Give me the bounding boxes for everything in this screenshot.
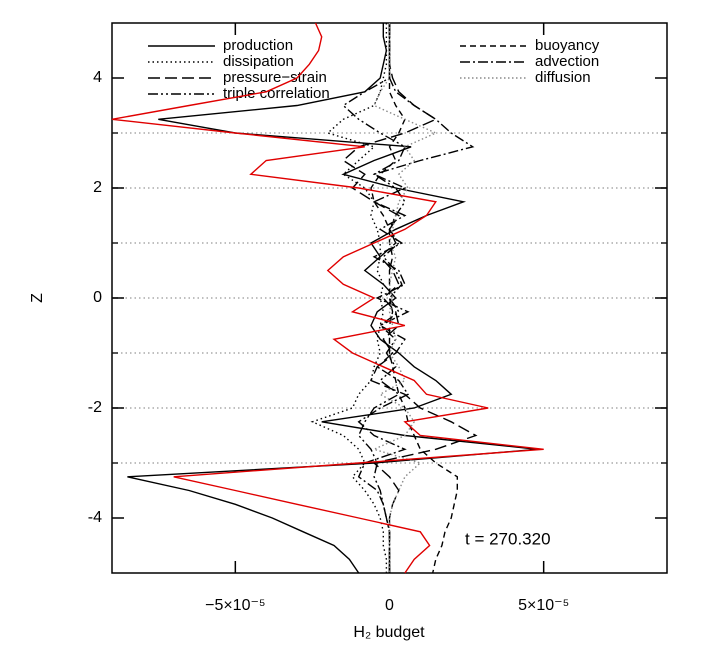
y-tick-label: -4 xyxy=(88,509,102,526)
y-tick-label: 0 xyxy=(93,289,102,306)
x-tick-label: 5×10⁻⁵ xyxy=(518,597,569,614)
y-tick-label: 4 xyxy=(93,69,102,86)
profile-line xyxy=(342,23,406,573)
legend-label: buoyancy xyxy=(535,37,600,54)
y-tick-label: -2 xyxy=(88,399,102,416)
legend-label: diffusion xyxy=(535,69,591,86)
legend-label: advection xyxy=(535,53,599,70)
profile-line xyxy=(372,23,438,573)
annotation: t = 270.320 xyxy=(465,529,551,548)
profile-line xyxy=(111,22,544,574)
profile-line xyxy=(310,23,388,573)
legend-label: pressure−strain xyxy=(223,69,327,86)
y-axis-label: Z xyxy=(29,293,46,303)
profile-line xyxy=(370,23,458,574)
x-axis-label: H₂ budget xyxy=(353,624,425,641)
x-tick-label: 0 xyxy=(385,597,394,614)
y-tick-label: 2 xyxy=(93,179,102,196)
legend-label: triple correlation xyxy=(223,85,330,102)
plot-frame xyxy=(111,22,668,574)
profile-line xyxy=(357,23,475,573)
legend-label: production xyxy=(223,37,293,54)
legend-label: dissipation xyxy=(223,53,294,70)
profile-line xyxy=(127,23,538,574)
x-tick-label: −5×10⁻⁵ xyxy=(205,597,265,614)
